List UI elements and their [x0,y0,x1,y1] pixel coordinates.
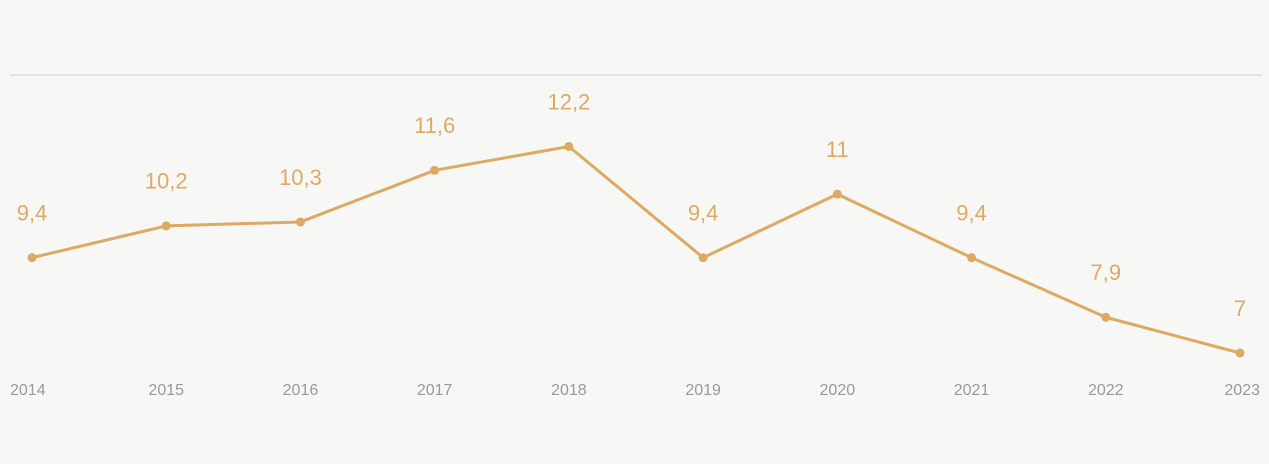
value-label: 12,2 [547,89,590,114]
x-tick-label: 2018 [551,382,587,399]
x-tick-label: 2017 [417,382,453,399]
data-point [161,221,171,231]
x-tick-label: 2020 [820,382,856,399]
value-label: 9,4 [17,200,48,225]
x-tick-label: 2022 [1088,382,1124,399]
value-label: 9,4 [688,200,719,225]
x-tick-label: 2021 [954,382,990,399]
value-label: 9,4 [956,200,987,225]
value-label: 11,6 [414,113,455,138]
value-label: 10,2 [145,169,188,194]
x-tick-label: 2019 [685,382,721,399]
value-label: 11 [826,137,849,162]
data-point [27,253,37,263]
data-point [295,217,305,227]
value-label: 10,3 [279,165,322,190]
data-point [698,253,708,263]
value-label: 7,9 [1090,260,1121,285]
x-tick-label: 2016 [283,382,319,399]
value-label: 7 [1234,296,1246,321]
x-tick-label: 2015 [148,382,184,399]
data-point [430,165,440,175]
data-point [967,253,977,263]
x-tick-label: 2014 [10,382,46,399]
data-point [832,189,842,199]
data-point [564,141,574,151]
data-point [1101,312,1111,322]
data-line [31,144,1241,355]
data-point [1235,348,1245,358]
x-tick-label: 2023 [1224,382,1260,399]
